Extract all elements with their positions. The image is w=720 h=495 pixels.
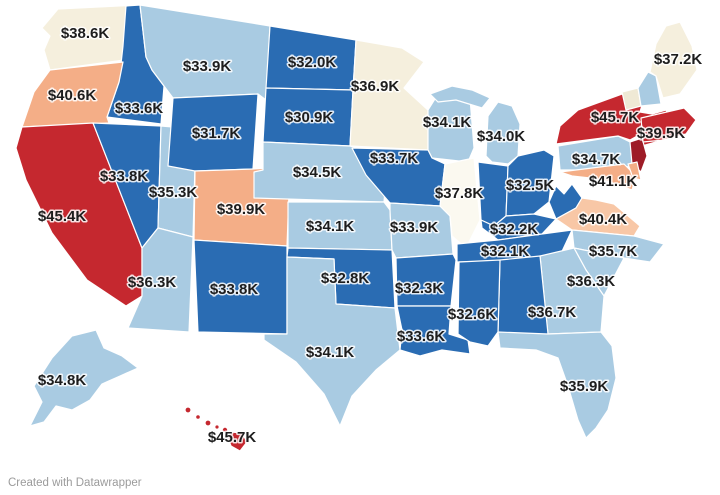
state-alaska[interactable] <box>29 329 139 427</box>
state-hawaii[interactable] <box>214 424 220 430</box>
state-illinois[interactable] <box>439 157 481 249</box>
state-arkansas[interactable] <box>395 253 457 307</box>
state-indiana[interactable] <box>477 161 509 227</box>
state-arizona[interactable] <box>127 227 194 333</box>
state-delaware[interactable] <box>627 161 642 181</box>
state-wyoming[interactable] <box>167 93 259 172</box>
state-louisiana[interactable] <box>396 305 471 357</box>
state-nebraska[interactable] <box>253 141 389 203</box>
state-hawaii[interactable] <box>184 406 192 414</box>
state-south-dakota[interactable] <box>262 87 354 147</box>
state-hawaii-group <box>184 406 248 452</box>
state-north-dakota[interactable] <box>265 25 357 91</box>
state-mississippi[interactable] <box>457 259 501 347</box>
datawrapper-attribution-link[interactable]: Created with Datawrapper <box>8 477 142 489</box>
state-hawaii[interactable] <box>195 414 202 421</box>
state-missouri[interactable] <box>389 202 454 259</box>
state-hawaii-big-island[interactable] <box>227 431 248 452</box>
state-kansas[interactable] <box>287 201 393 251</box>
state-maine[interactable] <box>649 21 698 99</box>
state-new-mexico[interactable] <box>193 239 288 335</box>
state-maryland[interactable] <box>559 163 637 191</box>
state-massachusetts-ct-ri[interactable] <box>640 107 697 143</box>
state-hawaii[interactable] <box>221 426 229 434</box>
state-new-hampshire[interactable] <box>637 71 662 107</box>
state-michigan-upper[interactable] <box>429 85 491 109</box>
state-hawaii[interactable] <box>204 419 212 427</box>
state-michigan[interactable] <box>485 101 521 165</box>
state-texas[interactable] <box>263 256 401 427</box>
states-layer <box>15 4 698 452</box>
state-alabama[interactable] <box>497 255 549 341</box>
state-oregon[interactable] <box>21 61 124 128</box>
state-minnesota[interactable] <box>349 39 429 151</box>
state-florida[interactable] <box>497 331 617 439</box>
